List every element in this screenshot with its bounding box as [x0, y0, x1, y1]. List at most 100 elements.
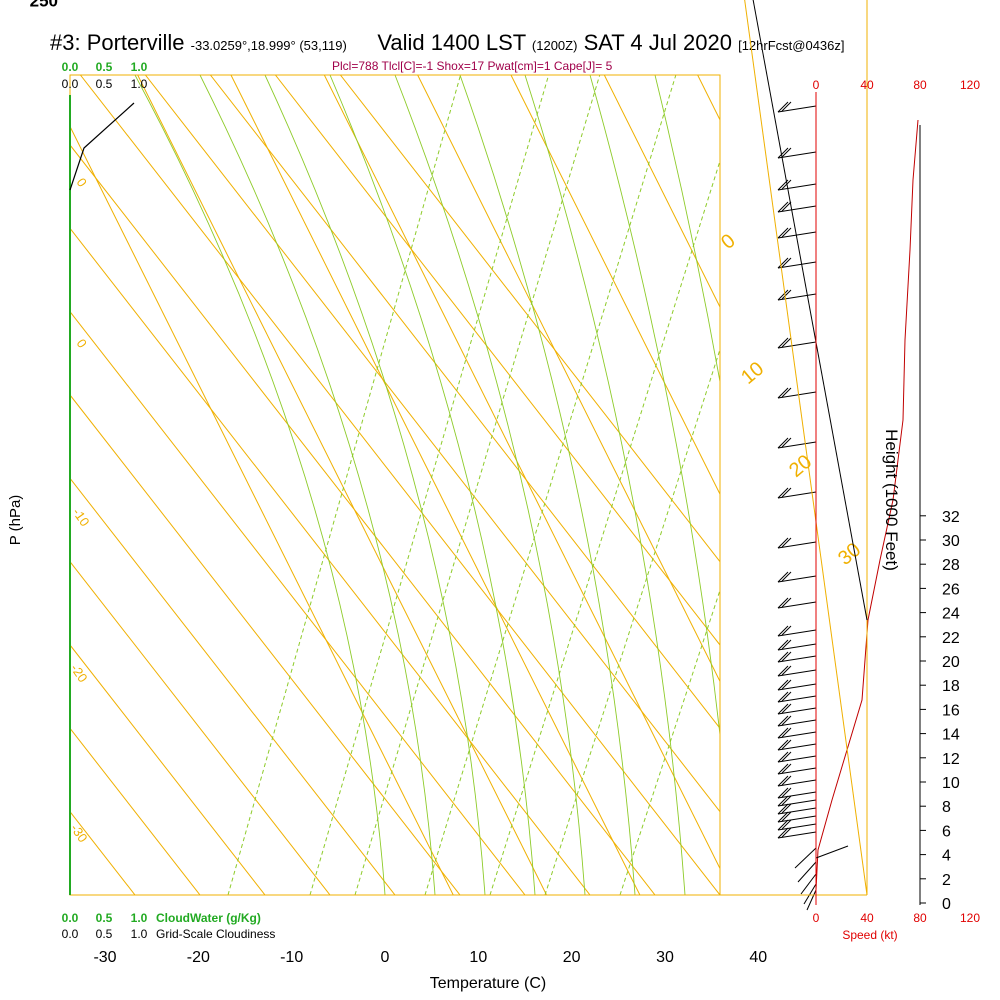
wind-speed-profile — [815, 119, 919, 891]
wind-barb-flag — [777, 827, 789, 839]
wind-barb-flag — [777, 387, 789, 399]
mixing-ratio-label: 3 — [353, 900, 371, 916]
cloudiness-tick-bottom: 1.0 — [131, 927, 148, 941]
wind-barb-flag — [777, 597, 789, 609]
temperature-tick-label: 0 — [381, 949, 390, 966]
wind-barb-flag — [777, 227, 789, 239]
cloudwater-tick-bottom: 0.0 — [62, 911, 79, 925]
mixing-ratio-label: 5 — [417, 900, 435, 916]
adiabat-label: 10 — [737, 358, 768, 389]
wind-barb-flag — [781, 727, 792, 738]
temperature-tick-label: -30 — [93, 949, 116, 966]
wind-barb-flag — [781, 487, 792, 498]
wind-barb-flag — [781, 691, 792, 702]
wind-barb-flag — [777, 715, 789, 727]
speed-tick-label-top: 120 — [960, 78, 980, 92]
dry-adiabat-line — [70, 894, 71, 895]
wind-barb — [777, 787, 817, 799]
wind-barb-flag — [777, 691, 789, 703]
wind-barb-flag — [781, 101, 792, 112]
wind-barb-flag — [781, 787, 792, 798]
wind-barb — [777, 597, 817, 609]
wind-barb-flag — [781, 795, 792, 806]
height-tick-label: 10 — [942, 775, 960, 792]
wind-barb-flag — [781, 827, 792, 838]
wind-barb-flag — [777, 147, 789, 159]
speed-tick-label-bottom: 0 — [813, 911, 820, 925]
forecast-info: [12hrFcst@0436z] — [738, 38, 845, 53]
wind-barb-staff — [777, 601, 817, 609]
cloudwater-axis-label: CloudWater (g/Kg) — [156, 911, 261, 925]
cloudwater-tick-top: 1.0 — [131, 60, 148, 74]
wind-barb-flag — [777, 337, 789, 349]
wind-barb-flag — [777, 487, 789, 499]
wind-barb-flag — [781, 537, 792, 548]
wind-barb-staff — [777, 695, 817, 703]
wind-barb-flag — [777, 819, 789, 831]
mixing-ratio-line — [544, 347, 720, 895]
wind-barb-staff — [777, 231, 817, 239]
wind-barb-staff — [777, 831, 817, 839]
wind-barb-flag — [777, 289, 789, 301]
wind-barb — [777, 571, 817, 583]
wind-barbs — [777, 101, 919, 911]
dry-adiabat-line — [275, 75, 720, 646]
zulu-time: (1200Z) — [531, 38, 578, 53]
wind-barb-flag — [777, 739, 789, 751]
wind-barb-flag — [781, 751, 792, 762]
wind-barb-flag — [777, 639, 789, 651]
moist-adiabat-line — [264, 75, 486, 895]
wind-barb-flag — [781, 437, 792, 448]
height-tick-label: 28 — [942, 557, 960, 574]
wind-barb — [777, 639, 817, 651]
speed-tick-label-bottom: 40 — [860, 911, 874, 925]
wind-barb-flag — [781, 597, 792, 608]
dry-adiabat-line — [70, 227, 591, 895]
wind-barb-flag — [781, 763, 792, 774]
wind-barb — [777, 775, 817, 787]
wind-barb-low — [803, 883, 817, 905]
isotherm-line — [230, 75, 641, 895]
wind-barb-flag — [781, 819, 792, 830]
wind-barb — [777, 703, 817, 715]
wind-barb-flag — [777, 625, 789, 637]
height-tick-label: 30 — [942, 533, 960, 550]
isotherm-line — [417, 75, 720, 683]
tropopause-line — [752, 0, 868, 621]
wind-barb — [777, 827, 817, 839]
height-tick-label: 22 — [942, 630, 960, 647]
wind-barb-flag — [781, 227, 792, 238]
wind-barb — [777, 679, 817, 691]
wind-barb-flag — [781, 775, 792, 786]
dry-adiabat-line — [210, 75, 720, 730]
wind-barb-staff — [777, 491, 817, 499]
temperature-tick-label: 10 — [469, 949, 487, 966]
wind-barb-low — [800, 873, 817, 895]
height-tick-label: 12 — [942, 751, 960, 768]
dry-adiabat-line — [80, 75, 720, 895]
wind-barb-flag — [781, 179, 792, 190]
wind-barb-staff — [777, 779, 817, 787]
wind-barb-staff — [777, 183, 817, 191]
wind-barb-staff — [777, 823, 817, 831]
wind-barb-flag — [781, 803, 792, 814]
wind-barb — [777, 651, 817, 663]
temperature-tick-label: -20 — [187, 949, 210, 966]
station-location: -33.0259°,18.999° (53,119) — [190, 38, 347, 53]
wind-barb-staff — [777, 541, 817, 549]
cloudiness-profile — [69, 102, 135, 191]
wind-barb-low — [815, 845, 849, 859]
wind-barb-flag — [777, 679, 789, 691]
wind-barb — [777, 179, 817, 191]
wind-barb-staff — [777, 791, 817, 799]
wind-barb-staff — [777, 575, 817, 583]
speed-tick-label-bottom: 80 — [913, 911, 927, 925]
wind-barb-flag — [781, 651, 792, 662]
mixing-ratio-label: 2 — [303, 900, 321, 916]
mixing-ratio-label: 20 — [613, 894, 635, 916]
valid-time: Valid 1400 LST — [377, 30, 526, 55]
wind-barb — [777, 537, 817, 549]
wind-barb-flag — [777, 257, 789, 269]
wind-barb-staff — [777, 261, 817, 269]
moist-adiabat-line — [394, 75, 586, 895]
